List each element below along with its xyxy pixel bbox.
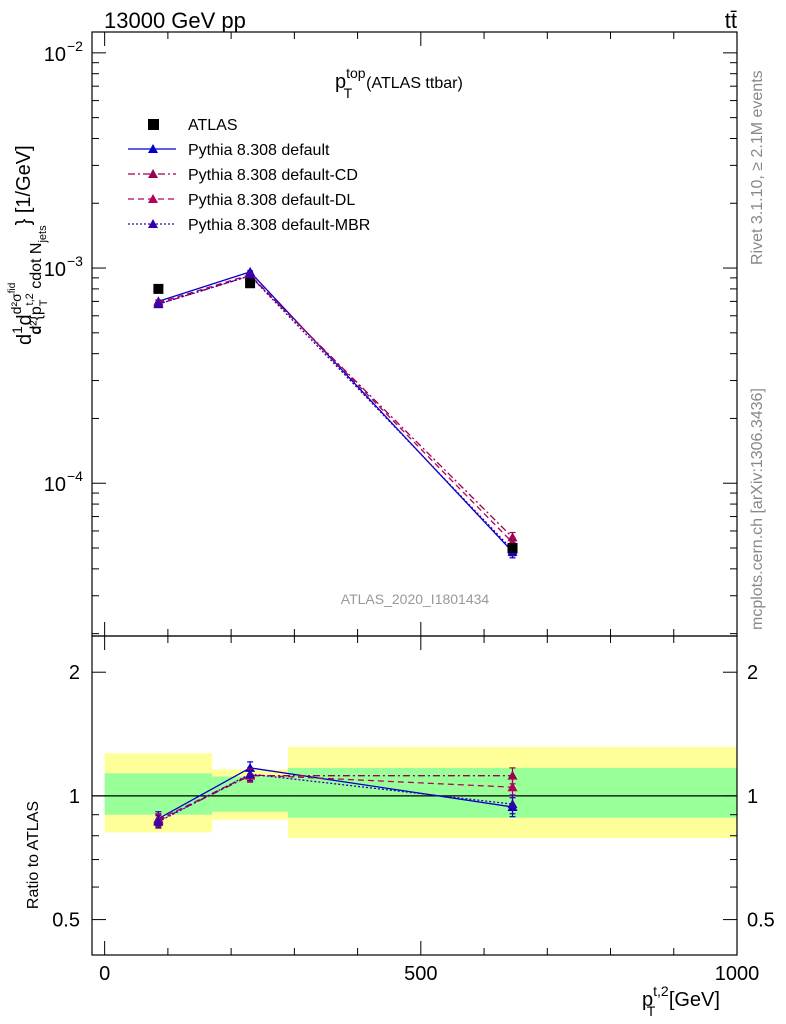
series-layer xyxy=(153,266,518,829)
ratio-y-tick-label-left-0.5: 0.5 xyxy=(52,910,80,932)
legend-marker-cd xyxy=(148,169,158,178)
main-y-tick-label-2: 10 xyxy=(44,474,66,496)
x-axis-label: pt,2 T [GeV] xyxy=(642,983,720,1019)
ratio-point-cd-2 xyxy=(507,770,518,780)
legend-label-default: Pythia 8.308 default xyxy=(188,142,330,159)
ratio-y-tick-label-right-2: 2 xyxy=(747,662,758,684)
legend-marker-mbr xyxy=(148,219,158,228)
header-energy-label: 13000 GeV pp xyxy=(104,8,246,33)
legend-label-dl: Pythia 8.308 default-DL xyxy=(188,192,355,209)
ratio-y-tick-label-right-1: 1 xyxy=(747,786,758,808)
main-y-tick-label-1: 10 xyxy=(44,259,66,281)
legend-marker-default xyxy=(148,144,158,153)
main-line-default xyxy=(158,271,513,553)
ratio-band-inner-0 xyxy=(104,773,213,815)
rivet-version-label: Rivet 3.1.10, ≥ 2.1M events xyxy=(749,70,766,265)
main-point-mbr-1 xyxy=(245,270,256,280)
plot-title: ptop T (ATLAS ttbar) xyxy=(335,65,463,101)
mcplots-label: mcplots.cern.ch [arXiv:1306.3436] xyxy=(749,388,766,630)
main-point-data-0 xyxy=(153,283,164,294)
main-y-tick-label-0: 10 xyxy=(44,44,66,66)
main-y-tick-exp-2: −4 xyxy=(67,468,83,484)
x-tick-label-1000: 1000 xyxy=(715,963,760,985)
plot-title-rest: (ATLAS ttbar) xyxy=(366,75,463,92)
legend-marker-dl xyxy=(148,194,158,203)
ratio-y-axis-label: Ratio to ATLAS xyxy=(25,801,42,909)
ratio-point-mbr-0 xyxy=(153,816,164,826)
main-line-mbr xyxy=(158,275,513,551)
main-y-tick-exp-1: −3 xyxy=(67,253,83,269)
main-y-tick-exp-0: −2 xyxy=(67,38,83,54)
plot-title-main: p xyxy=(335,71,346,93)
ratio-y-tick-label-left-1: 1 xyxy=(69,786,80,808)
x-tick-label-0: 0 xyxy=(99,963,110,985)
main-point-data-1 xyxy=(245,278,256,289)
legend-label-data: ATLAS xyxy=(188,117,238,134)
ratio-point-dl-2 xyxy=(507,782,518,792)
main-line-cd xyxy=(158,275,513,538)
plot-title-sup: top xyxy=(346,65,366,81)
ratio-y-tick-label-left-2: 2 xyxy=(69,662,80,684)
header-process-label: tt̄ xyxy=(725,8,737,33)
analysis-watermark: ATLAS_2020_I1801434 xyxy=(341,591,490,607)
ratio-point-mbr-2 xyxy=(507,799,518,809)
ratio-y-tick-label-right-0.5: 0.5 xyxy=(747,910,775,932)
legend: ATLAS Pythia 8.308 default Pythia 8.308 de… xyxy=(128,117,370,234)
ratio-line-cd xyxy=(158,775,513,822)
legend-marker-data xyxy=(148,119,159,130)
ratio-point-mbr-1 xyxy=(245,769,256,779)
legend-label-cd: Pythia 8.308 default-CD xyxy=(188,167,358,184)
main-line-dl xyxy=(158,274,513,544)
x-tick-label-500: 500 xyxy=(404,963,437,985)
main-y-axis-label: d1 σdd²σfidd²{pTt,2 cdot Njets} [1/GeV] xyxy=(7,145,50,345)
plot-title-sub: T xyxy=(344,85,353,101)
main-point-data-2 xyxy=(507,543,518,554)
main-point-mbr-0 xyxy=(153,299,164,309)
legend-label-mbr: Pythia 8.308 default-MBR xyxy=(188,217,370,234)
